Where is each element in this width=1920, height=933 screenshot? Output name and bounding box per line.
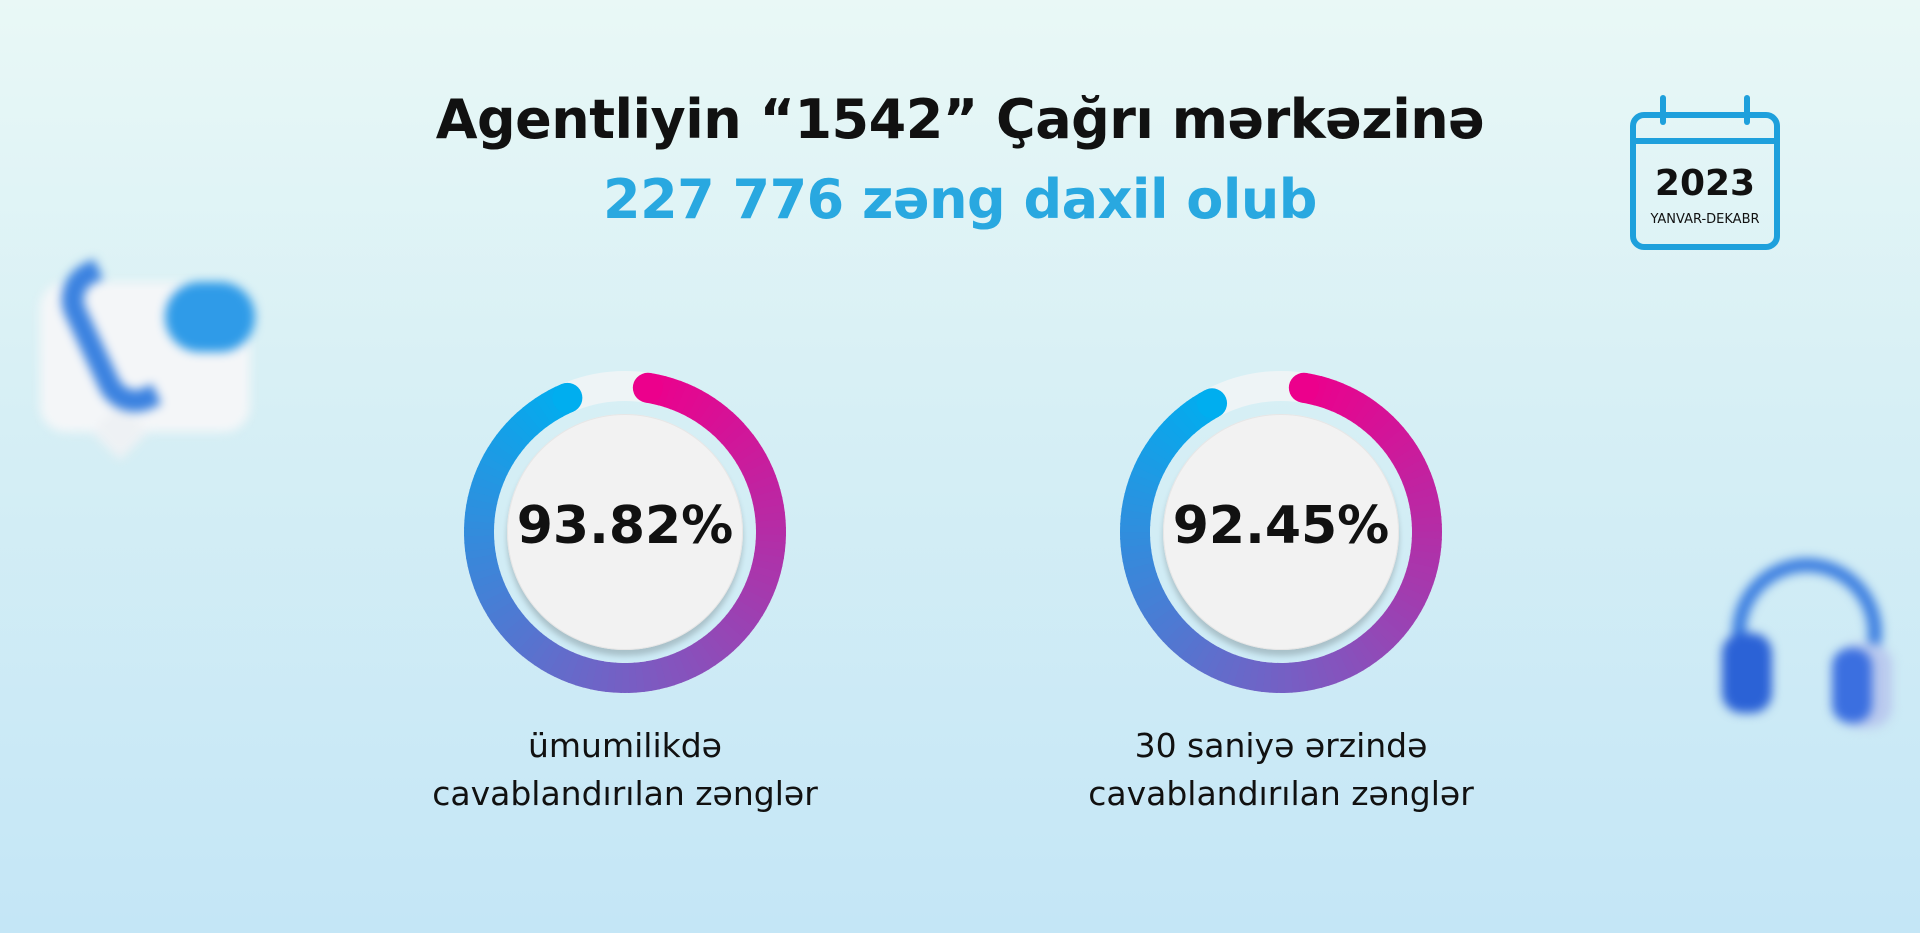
label-line: cavablandırılan zənglər: [1088, 774, 1474, 813]
label-line: ümumilikdə: [528, 726, 722, 765]
gauge-label: 30 saniyə ərzində cavablandırılan zənglə…: [1021, 722, 1541, 818]
progress-ring: [464, 371, 786, 693]
ring-cap: [552, 382, 583, 413]
gauge-answered-30s: 92.45%: [1111, 362, 1451, 702]
ring-cap: [1197, 388, 1228, 419]
progress-ring: [1120, 371, 1442, 693]
headphones-icon: [1722, 558, 1892, 738]
gauge-label: ümumilikdə cavablandırılan zənglər: [365, 722, 885, 818]
gauge-center: [1163, 414, 1399, 650]
gauge-value: 93.82%: [516, 496, 734, 556]
call-count-headline: 227 776 zəng daxil olub: [603, 168, 1317, 231]
calendar-icon: 2023 YANVAR-DEKABR: [1630, 95, 1788, 253]
ring-cap: [1288, 372, 1319, 403]
gauge-value: 92.45%: [1172, 496, 1390, 556]
label-line: cavablandırılan zənglər: [432, 774, 818, 813]
headline: Agentliyin “1542” Çağrı mərkəzinə: [435, 88, 1485, 151]
gauge-answered-total: 93.82%: [455, 362, 795, 702]
label-line: 30 saniyə ərzində: [1134, 726, 1428, 765]
calendar-year: 2023: [1654, 163, 1756, 204]
phone-chat-icon: [40, 258, 260, 482]
gauge-center: [507, 414, 743, 650]
calendar-range: YANVAR-DEKABR: [1650, 212, 1760, 227]
ring-cap: [632, 372, 663, 403]
